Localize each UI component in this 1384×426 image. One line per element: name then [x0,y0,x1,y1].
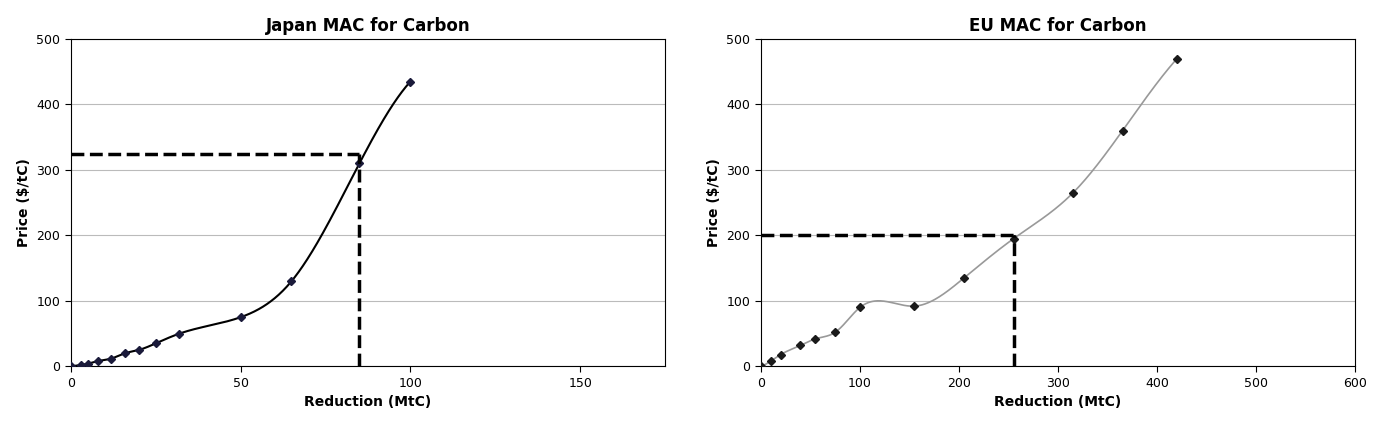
Y-axis label: Price ($/tC): Price ($/tC) [707,158,721,247]
Title: EU MAC for Carbon: EU MAC for Carbon [969,17,1147,35]
Y-axis label: Price ($/tC): Price ($/tC) [17,158,30,247]
X-axis label: Reduction (MtC): Reduction (MtC) [304,395,432,409]
X-axis label: Reduction (MtC): Reduction (MtC) [995,395,1122,409]
Title: Japan MAC for Carbon: Japan MAC for Carbon [266,17,471,35]
